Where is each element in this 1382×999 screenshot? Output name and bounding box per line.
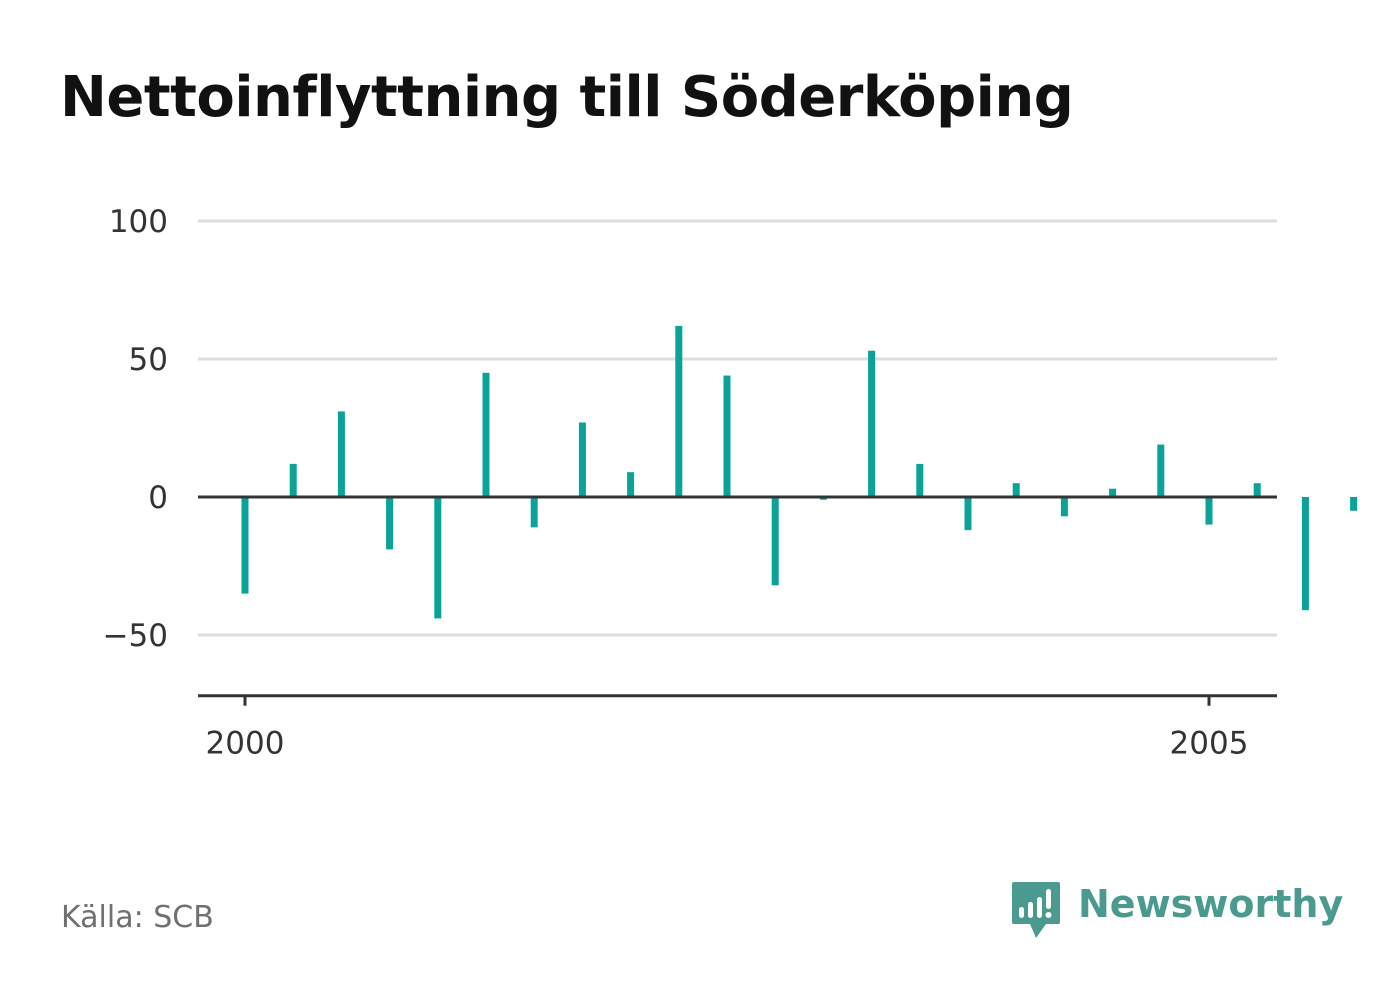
- x-tick-label: 2005: [1170, 726, 1249, 762]
- bar: [627, 472, 635, 497]
- bar: [1109, 488, 1117, 497]
- y-tick-label: 0: [148, 480, 168, 516]
- bar: [1205, 497, 1213, 525]
- bar: [675, 325, 683, 497]
- y-tick-label: −50: [103, 618, 168, 654]
- source-note: Källa: SCB: [61, 900, 214, 935]
- bar: [1060, 497, 1068, 517]
- bar: [289, 463, 297, 497]
- y-tick-label: 100: [109, 204, 168, 240]
- bar: [241, 497, 249, 594]
- bar: [771, 497, 779, 586]
- bar: [964, 497, 972, 531]
- bar: [434, 497, 442, 619]
- x-tick-label: 2000: [206, 726, 285, 762]
- bar: [916, 463, 924, 497]
- bar: [1157, 444, 1165, 497]
- bar: [1253, 483, 1261, 497]
- bar: [337, 411, 345, 497]
- bar: [1012, 483, 1020, 497]
- bar: [530, 497, 538, 528]
- bar: [578, 422, 586, 497]
- chart-title: Nettoinflyttning till Söderköping: [60, 65, 1074, 130]
- axes: [198, 495, 1277, 706]
- bar: [723, 375, 731, 497]
- newsworthy-logo-icon: [1012, 882, 1060, 938]
- bar: [386, 497, 394, 550]
- bar: [1350, 497, 1358, 511]
- bar: [868, 350, 876, 497]
- bars: [241, 325, 1358, 619]
- bar: [482, 372, 490, 497]
- brand-name: Newsworthy: [1078, 882, 1344, 926]
- gridlines: [198, 219, 1277, 637]
- brand-logo: Newsworthy: [1010, 878, 1343, 942]
- y-tick-label: 50: [129, 342, 168, 378]
- bar: [1301, 497, 1309, 611]
